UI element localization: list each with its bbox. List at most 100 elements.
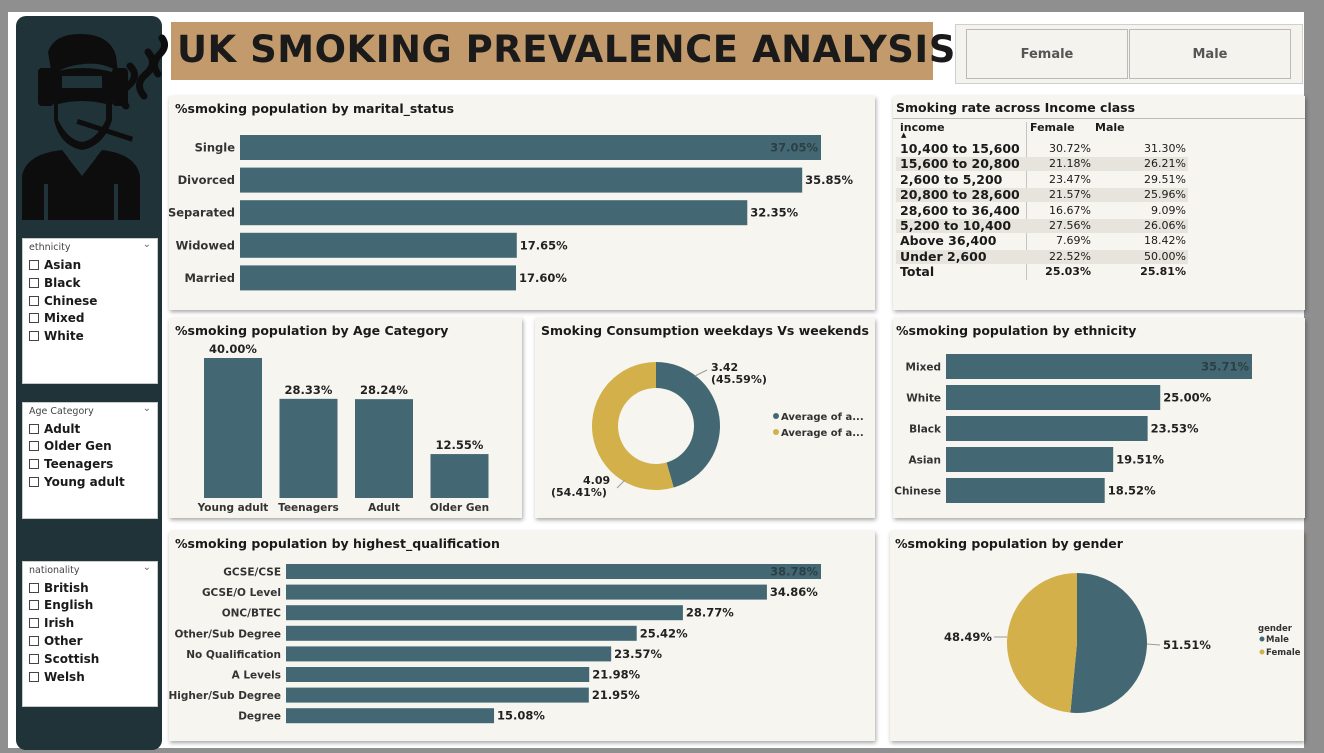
data-label: (54.41%): [551, 486, 607, 499]
pie-slice: [1007, 573, 1077, 713]
data-label: 28.33%: [285, 383, 333, 397]
category-label: White: [906, 393, 941, 405]
data-label: (45.59%): [711, 373, 767, 386]
slicer-item-british[interactable]: British: [29, 581, 89, 595]
female-cell: 23.47%: [1049, 172, 1091, 186]
slicer-item-label: Mixed: [44, 311, 85, 325]
slicer-item-label: Black: [44, 276, 81, 290]
checkbox[interactable]: [29, 424, 39, 434]
column-header: Male: [1095, 121, 1125, 134]
checkbox[interactable]: [29, 618, 39, 628]
checkbox[interactable]: [29, 441, 39, 451]
category-label: Adult: [368, 502, 400, 514]
slicer-item-asian[interactable]: Asian: [29, 258, 81, 272]
checkbox[interactable]: [29, 313, 39, 323]
category-label: Separated: [169, 206, 235, 220]
checkbox[interactable]: [29, 296, 39, 306]
gender-chart-panel: %smoking population by gender 51.51% 48.4…: [890, 531, 1304, 741]
checkbox[interactable]: [29, 331, 39, 341]
category-label: Widowed: [176, 238, 235, 252]
male-button[interactable]: Male: [1129, 29, 1291, 79]
female-cell: 7.69%: [1056, 234, 1091, 248]
legend-label: Average of a...: [781, 412, 864, 423]
checkbox[interactable]: [29, 583, 39, 593]
ethnicity-chart: Mixed 35.71% White 25.00% Black 23.53% Asian 19…: [894, 354, 1252, 503]
legend-label: Female: [1266, 648, 1301, 658]
chevron-down-icon[interactable]: ⌄: [142, 403, 151, 414]
bar: [286, 584, 767, 600]
checkbox[interactable]: [29, 459, 39, 469]
checkbox[interactable]: [29, 477, 39, 487]
data-label: 25.42%: [640, 626, 688, 640]
checkbox[interactable]: [29, 278, 39, 288]
slicer-item-label: Adult: [44, 422, 81, 436]
income-cell: 5,200 to 10,400: [900, 218, 1012, 233]
weekday-chart-panel: Smoking Consumption weekdays Vs weekends…: [535, 318, 875, 518]
slicer-item-label: Welsh: [44, 670, 85, 684]
bar: [240, 135, 821, 160]
chart-title: %smoking population by marital_status: [175, 101, 455, 116]
checkbox[interactable]: [29, 672, 39, 682]
data-label: 48.49%: [944, 630, 992, 644]
income-cell: 15,600 to 20,800: [900, 156, 1020, 172]
slicer-item-label: British: [44, 581, 89, 595]
data-label: 35.85%: [805, 173, 853, 187]
category-label: Asian: [908, 455, 941, 467]
bar: [286, 625, 637, 641]
bar: [946, 416, 1148, 441]
slicer-item-scottish[interactable]: Scottish: [29, 652, 99, 666]
leader-line: [1146, 643, 1161, 646]
slicer-item-other[interactable]: Other: [29, 634, 83, 648]
data-label: 4.09: [583, 474, 610, 487]
checkbox[interactable]: [29, 654, 39, 664]
sort-asc-icon[interactable]: ▲: [901, 131, 907, 139]
category-label: Mixed: [906, 362, 941, 374]
slicer-title: nationality: [29, 565, 80, 576]
slicer-item-irish[interactable]: Irish: [29, 616, 74, 630]
slicer-item-label: Chinese: [44, 294, 98, 308]
slicer-item-black[interactable]: Black: [29, 276, 80, 290]
chevron-down-icon[interactable]: ⌄: [142, 562, 151, 573]
checkbox[interactable]: [29, 260, 39, 270]
chevron-down-icon[interactable]: ⌄: [142, 239, 151, 250]
legend-marker: [1259, 636, 1265, 642]
slicer-item-english[interactable]: English: [29, 598, 93, 612]
bar: [240, 265, 516, 291]
checkbox[interactable]: [29, 600, 39, 610]
legend-label: Male: [1266, 635, 1289, 645]
donut-slice: [656, 362, 720, 488]
slicer-item-teenagers[interactable]: Teenagers: [29, 457, 113, 471]
category-label: Teenagers: [278, 502, 339, 514]
data-label: 40.00%: [209, 342, 257, 356]
slicer-title: Age Category: [29, 406, 94, 417]
column-header: income: [900, 121, 945, 134]
data-label: 32.35%: [750, 206, 798, 220]
slicer-item-chinese[interactable]: Chinese: [29, 294, 97, 308]
marital-chart: Single 37.05% Divorced 35.85% Separated 32.35…: [169, 135, 854, 291]
chart-title: %smoking population by Age Category: [175, 323, 449, 338]
category-label: Married: [184, 271, 235, 285]
bar: [430, 454, 489, 498]
category-label: Chinese: [894, 486, 941, 498]
data-label: 34.86%: [770, 585, 818, 599]
category-label: Divorced: [178, 173, 235, 187]
female-button[interactable]: Female: [966, 29, 1128, 79]
row-band: [896, 157, 1188, 172]
data-label: 28.77%: [686, 606, 734, 620]
slicer-item-adult[interactable]: Adult: [29, 422, 80, 436]
female-cell: 30.72%: [1049, 142, 1091, 155]
age-category-slicer: Age Category ⌄ Adult Older Gen Teenagers…: [22, 402, 158, 519]
leader-line: [694, 369, 708, 377]
income-table: income Female Male ▲ 10,400 to 15,600 30.72% 3…: [893, 96, 1305, 310]
slicer-item-white[interactable]: White: [29, 329, 84, 343]
legend-label: Average of a...: [781, 428, 864, 439]
category-label: GCSE/O Level: [202, 587, 281, 599]
slicer-item-older-gen[interactable]: Older Gen: [29, 439, 112, 453]
slicer-item-label: Young adult: [44, 475, 125, 489]
checkbox[interactable]: [29, 636, 39, 646]
slicer-item-mixed[interactable]: Mixed: [29, 311, 85, 325]
bar: [279, 398, 338, 498]
slicer-item-welsh[interactable]: Welsh: [29, 670, 85, 684]
slicer-item-young-adult[interactable]: Young adult: [29, 475, 125, 489]
